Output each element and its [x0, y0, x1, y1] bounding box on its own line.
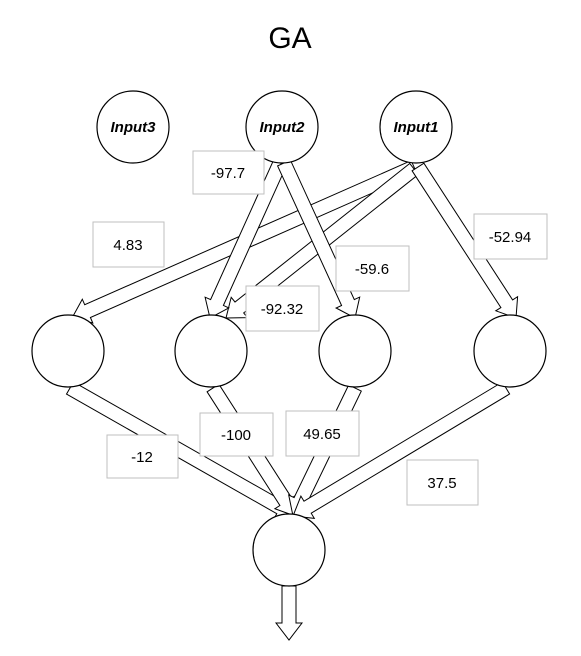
- weight-value: 4.83: [113, 237, 142, 254]
- input-node-label: Input3: [111, 119, 157, 136]
- weight-value: -59.6: [355, 261, 389, 278]
- input-node-label: Input1: [394, 119, 439, 136]
- input-node-input3: Input3: [96, 90, 170, 164]
- input-node-circle: [96, 90, 170, 164]
- weight-box: [245, 285, 320, 332]
- weight-box: [106, 434, 179, 479]
- input-node-input1: Input1: [379, 90, 453, 164]
- weight-box: [199, 412, 274, 457]
- weight-box: [92, 221, 165, 268]
- weight-box: [406, 459, 479, 506]
- weight-label-w-h2-out: -100: [199, 412, 274, 457]
- input-node-label: Input2: [260, 119, 306, 136]
- weight-box: [285, 410, 360, 457]
- weight-label-w-in1-h2: -92.32: [245, 285, 320, 332]
- weight-box: [192, 150, 265, 195]
- weight-value: -52.94: [489, 229, 532, 246]
- diagram-title: GA: [268, 22, 311, 55]
- weight-label-w-in1-h4: -52.94: [473, 213, 548, 260]
- hidden-node-2: [174, 314, 248, 388]
- weight-label-w-in2-h3: -59.6: [335, 245, 410, 292]
- weight-value: -92.32: [261, 301, 304, 318]
- weight-label-w-in1-h1: 4.83: [92, 221, 165, 268]
- hidden-node-1: [31, 314, 105, 388]
- weight-value: 37.5: [427, 475, 456, 492]
- weight-value: -97.7: [211, 165, 245, 182]
- input-node-circle: [245, 90, 319, 164]
- hidden-node-3: [318, 314, 392, 388]
- weight-label-w-h4-out: 37.5: [406, 459, 479, 506]
- arrow-input1-to-hidden4: [411, 162, 519, 319]
- input-node-input2: Input2: [245, 90, 319, 164]
- hidden-node-4: [473, 314, 547, 388]
- weight-label-w-in2-h2: -97.7: [192, 150, 265, 195]
- input-node-circle: [379, 90, 453, 164]
- weight-label-w-h1-out: -12: [106, 434, 179, 479]
- arrow-output: [274, 585, 304, 641]
- weight-label-w-h3-out: 49.65: [285, 410, 360, 457]
- weight-box: [473, 213, 548, 260]
- weight-value: -12: [131, 449, 153, 466]
- weight-value: 49.65: [303, 426, 341, 443]
- weight-value: -100: [221, 427, 251, 444]
- output-node: [252, 513, 326, 587]
- arrow-input2-to-hidden2: [204, 159, 288, 319]
- weight-box: [335, 245, 410, 292]
